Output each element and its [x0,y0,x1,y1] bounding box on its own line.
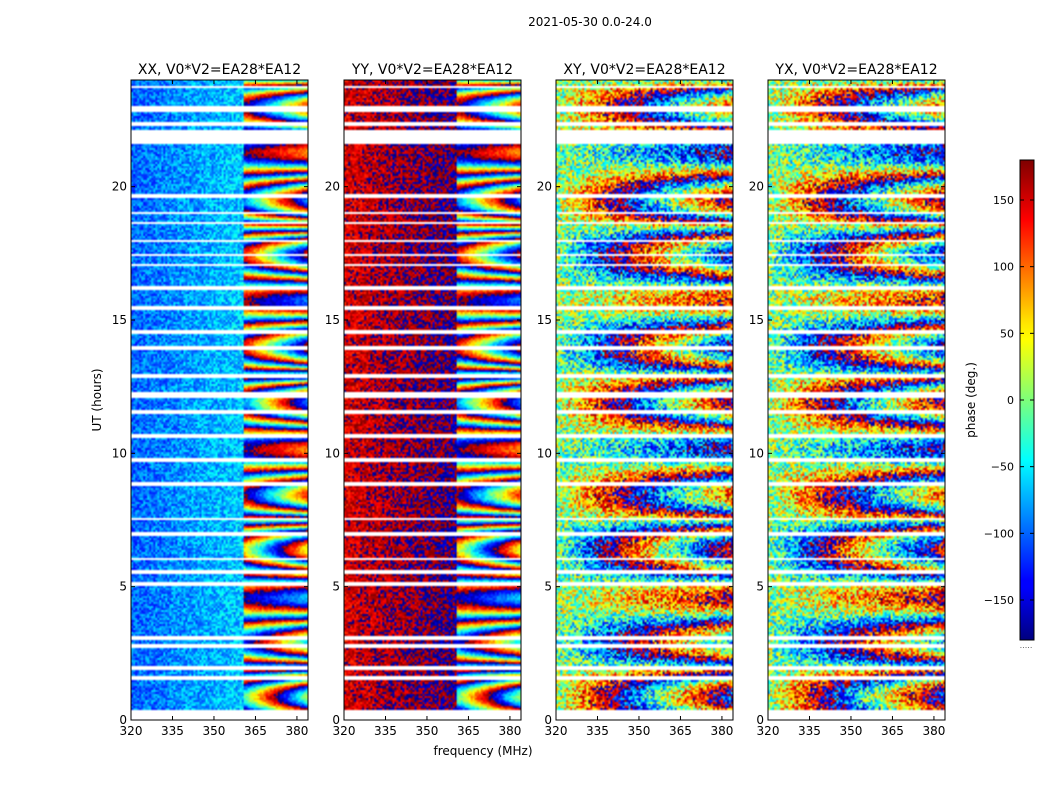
panel-title: YX, V0*V2=EA28*EA12 [774,62,937,78]
colorbar-label: phase (deg.) [964,362,978,438]
colorbar-ticks: 150 100 50 0 −50 −100 −150 [984,194,1034,607]
y-axis-label: UT (hours) [90,368,104,431]
y-tick-label: 20 [112,180,127,194]
x-tick-label: 350 [840,724,863,738]
x-tick-label: 350 [628,724,651,738]
colorbar-tick-label: 100 [993,261,1014,274]
y-tick-label: 5 [332,580,340,594]
x-tick-label: 380 [710,724,733,738]
x-tick-label: 350 [416,724,439,738]
x-tick-label: 335 [374,724,397,738]
colorbar-footnote: ..... [1020,641,1033,650]
x-tick-label: 365 [669,724,692,738]
x-tick-label: 320 [120,724,143,738]
panel-frame [555,79,734,721]
panel-frame [343,79,522,721]
x-tick-label: 335 [798,724,821,738]
colorbar-tick-label: −100 [984,527,1014,540]
y-tick-label: 5 [119,580,127,594]
y-tick-label: 20 [749,180,764,194]
figure-suptitle: 2021-05-30 0.0-24.0 [528,15,652,29]
panel-xy: XY, V0*V2=EA28*EA12 320 335 350 365 380 0 5 10 15… [537,62,734,738]
y-tick-label: 15 [112,313,127,327]
panel-title: YY, V0*V2=EA28*EA12 [351,62,513,78]
y-tick-label: 15 [749,313,764,327]
panel-title: XY, V0*V2=EA28*EA12 [563,62,725,78]
y-tick-label: 15 [537,313,552,327]
y-tick-label: 5 [756,580,764,594]
colorbar-tick-label: 50 [1000,327,1014,340]
colorbar-tick-label: 0 [1007,394,1014,407]
y-tick-label: 0 [756,713,764,727]
y-tick-label: 0 [332,713,340,727]
x-tick-label: 335 [161,724,184,738]
x-tick-label: 320 [757,724,780,738]
x-tick-label: 380 [922,724,945,738]
y-tick-label: 10 [112,446,127,460]
x-tick-label: 335 [586,724,609,738]
panel-frame [130,79,309,721]
colorbar-tick-label: −50 [991,461,1014,474]
panel-xx: XX, V0*V2=EA28*EA12 320 335 350 365 380 0 5 10 15… [112,62,309,738]
x-tick-label: 320 [333,724,356,738]
colorbar-tick-label: 150 [993,194,1014,207]
panel-title: XX, V0*V2=EA28*EA12 [138,62,301,78]
x-tick-label: 320 [545,724,568,738]
phase-image-yx [768,80,945,720]
y-tick-label: 10 [537,446,552,460]
x-tick-label: 380 [285,724,308,738]
y-tick-label: 0 [119,713,127,727]
colorbar-tick-label: −150 [984,594,1014,607]
y-tick-label: 10 [749,446,764,460]
y-tick-label: 5 [544,580,552,594]
x-tick-label: 365 [881,724,904,738]
y-tick-label: 20 [325,180,340,194]
x-tick-label: 365 [244,724,267,738]
y-tick-label: 15 [325,313,340,327]
y-tick-label: 20 [537,180,552,194]
panel-yx: YX, V0*V2=EA28*EA12 320 335 350 365 380 0 5 10 15… [749,62,946,738]
y-tick-label: 0 [544,713,552,727]
panels: XX, V0*V2=EA28*EA12 320 335 350 365 380 0 5 10 15… [112,62,946,738]
colorbar: 150 100 50 0 −50 −100 −150 phase (deg.) ..... [964,159,1035,650]
x-tick-label: 380 [498,724,521,738]
panel-yy: YY, V0*V2=EA28*EA12 320 335 350 365 380 0 5 10 15… [325,62,522,738]
x-axis-label: frequency (MHz) [433,744,532,758]
panel-frame [767,79,946,721]
phase-image-xy [556,80,733,720]
x-tick-label: 365 [457,724,480,738]
y-tick-label: 10 [325,446,340,460]
x-tick-label: 350 [203,724,226,738]
phase-image-yy [344,80,521,720]
phase-image-xx [131,80,308,720]
